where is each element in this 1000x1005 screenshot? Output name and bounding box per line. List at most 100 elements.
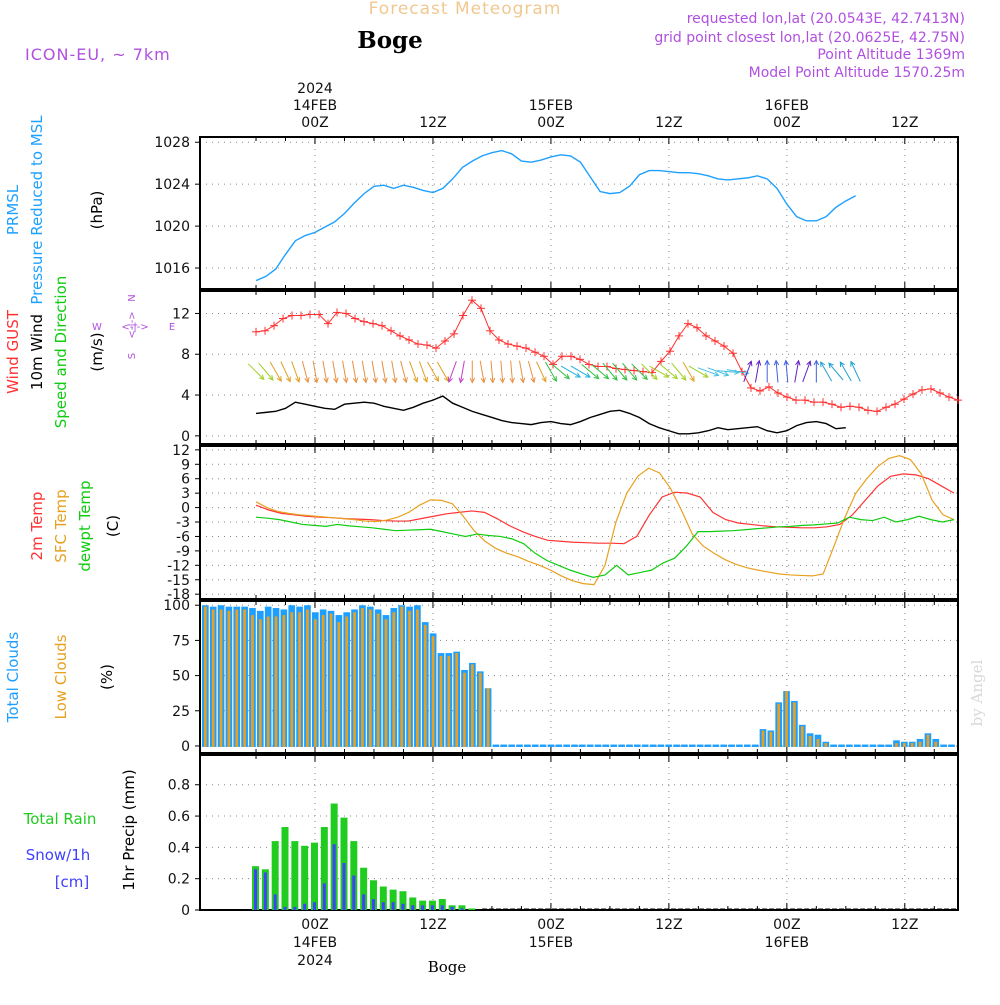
precip-bar <box>331 804 338 910</box>
time-label-top: 2024 <box>297 81 333 97</box>
snow-bar <box>431 905 434 910</box>
wind-direction-arrow <box>343 361 348 383</box>
cloud-bar <box>414 605 421 747</box>
precip-bar <box>350 841 357 910</box>
low-cloud-bar <box>353 612 356 747</box>
cloud-bar <box>226 607 233 747</box>
cloud-bar <box>485 688 492 747</box>
cloud-bar <box>736 745 743 747</box>
cloud-bar <box>461 670 468 747</box>
cloud-bar <box>540 745 547 747</box>
low-cloud-bar <box>290 612 293 747</box>
total-cloud-bar <box>948 745 955 747</box>
cloud-bar <box>893 740 900 747</box>
total-cloud-bar <box>540 745 547 747</box>
low-cloud-bar <box>440 656 443 747</box>
cloud-bar <box>328 611 335 747</box>
gust-marker <box>774 389 782 397</box>
wind-direction-arrow <box>851 362 860 382</box>
gust-marker <box>297 311 305 319</box>
cloud-bar <box>760 729 767 747</box>
gust-marker <box>522 344 530 352</box>
gust-marker <box>828 400 836 408</box>
gust-marker <box>882 403 890 411</box>
wind-arrow-shaft <box>281 362 290 382</box>
gust-marker <box>783 393 791 401</box>
wind-direction-arrow <box>571 366 590 377</box>
y-axis-label: Wind GUST <box>4 309 22 394</box>
low-cloud-bar <box>487 688 490 747</box>
wind-direction-arrow <box>427 362 438 381</box>
y-tick-label: 12 <box>172 306 190 322</box>
wind-direction-arrow <box>561 366 580 377</box>
y-tick-label: 25 <box>172 704 190 720</box>
y-tick-label: 0 <box>181 739 190 755</box>
cloud-bar <box>398 605 405 747</box>
wind-direction-arrow <box>392 361 397 383</box>
wind-direction-arrow <box>323 361 328 383</box>
compass-label: S <box>127 353 138 359</box>
wind-direction-arrow <box>448 361 456 382</box>
low-cloud-bar <box>322 615 325 747</box>
precip-bar <box>360 868 367 910</box>
gust-marker <box>369 320 377 328</box>
precip-bar <box>409 897 416 910</box>
gust-marker <box>711 337 719 345</box>
gust-marker <box>423 341 431 349</box>
total-cloud-bar <box>705 745 712 747</box>
cloud-bar <box>288 605 295 747</box>
y-tick-label: 1016 <box>154 261 190 277</box>
total-cloud-bar <box>610 745 617 747</box>
cloud-bar <box>273 608 280 747</box>
watermark: by Angel <box>968 659 986 726</box>
cloud-bar <box>830 745 837 747</box>
precip-bar <box>272 841 279 910</box>
gust-marker <box>306 310 314 318</box>
cloud-bar <box>508 745 515 747</box>
wind-arrow-shaft <box>552 365 569 379</box>
time-label-bottom: 12Z <box>419 917 446 933</box>
wind-direction-arrow <box>437 362 448 381</box>
low-cloud-bar <box>314 619 317 747</box>
gust-marker <box>405 336 413 344</box>
model-altitude: Model Point Altitude 1570.25m <box>749 65 965 81</box>
low-cloud-bar <box>471 664 474 747</box>
cloud-bar <box>713 745 720 747</box>
cloud-bar <box>445 653 452 747</box>
gust-marker <box>837 403 845 411</box>
wind-direction-arrow <box>774 361 779 383</box>
low-cloud-bar <box>377 614 380 747</box>
total-cloud-bar <box>728 745 735 747</box>
cloud-bar <box>579 745 586 747</box>
y-tick-label: 75 <box>172 633 190 649</box>
total-cloud-bar <box>603 745 610 747</box>
gust-marker <box>459 311 467 319</box>
cloud-bar <box>548 745 555 747</box>
gust-marker <box>504 340 512 348</box>
total-cloud-bar <box>713 745 720 747</box>
time-label-bottom: 00Z <box>301 917 328 933</box>
precip-bar <box>419 901 426 910</box>
location-title: Boge <box>357 27 423 54</box>
cloud-bar <box>807 733 814 747</box>
pressure-line <box>256 151 856 281</box>
cloud-bar <box>218 605 225 747</box>
total-cloud-bar <box>571 745 578 747</box>
snow-bar <box>284 907 287 910</box>
y-tick-label: 8 <box>181 347 190 363</box>
cloud-bar <box>877 745 884 747</box>
total-cloud-bar <box>665 745 672 747</box>
wind-direction-arrow <box>784 361 789 383</box>
cloud-bar <box>587 745 594 747</box>
gust-marker <box>819 398 827 406</box>
total-cloud-bar <box>689 745 696 747</box>
cloud-bar <box>359 605 366 747</box>
gust-marker <box>684 320 692 328</box>
wind-direction-arrow <box>372 361 377 383</box>
precip-bar <box>301 846 308 910</box>
wind-direction-arrow <box>480 361 485 383</box>
snow-bar <box>313 902 316 910</box>
rain-bar <box>311 843 318 910</box>
total-cloud-bar <box>885 745 892 747</box>
gust-marker <box>252 328 260 336</box>
